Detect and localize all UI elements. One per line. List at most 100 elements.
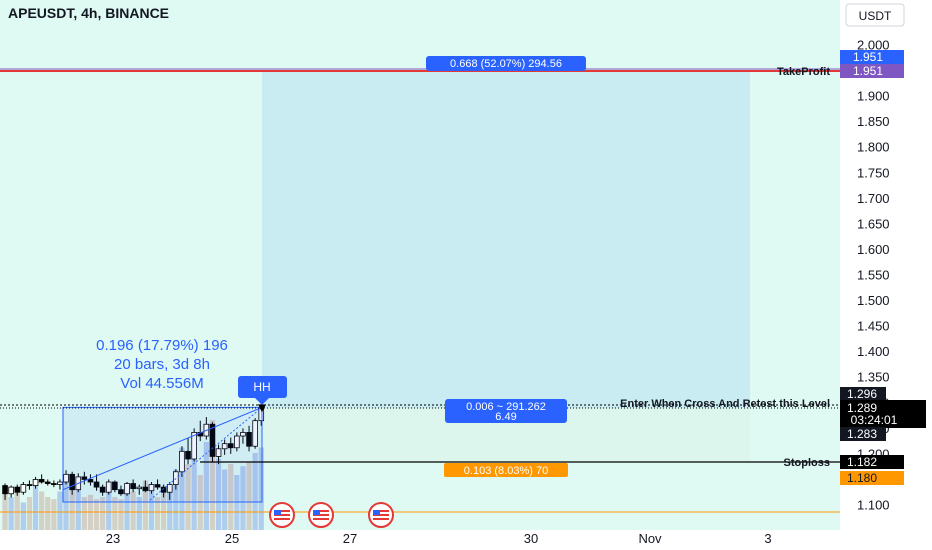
trend-line-dotted xyxy=(149,406,263,501)
candle-body xyxy=(2,485,8,495)
x-tick-label: 25 xyxy=(225,531,239,546)
candle-body xyxy=(44,481,51,484)
candle-body xyxy=(57,481,63,485)
candle-body xyxy=(148,484,155,492)
candle-body xyxy=(209,423,216,457)
x-tick-label: 3 xyxy=(764,531,771,546)
volume-bar xyxy=(45,497,51,530)
profit-zone[interactable] xyxy=(262,70,750,408)
candle-body xyxy=(118,489,124,495)
volume-bar xyxy=(32,480,39,530)
measure-box[interactable] xyxy=(62,406,263,503)
target-label-box[interactable] xyxy=(426,56,586,71)
volume-bar xyxy=(228,464,234,530)
measure-change-label: 0.196 (17.79%) 196 xyxy=(96,337,228,354)
candle-body xyxy=(246,432,252,447)
candle-body xyxy=(124,483,130,495)
volume-bar xyxy=(100,497,106,530)
y-tick-label: 1.500 xyxy=(857,293,890,308)
candle-body xyxy=(215,448,222,457)
stoploss-line-label: Stoploss xyxy=(784,457,830,469)
upper-price-tag: 1.296 xyxy=(847,387,877,401)
volume-bar xyxy=(124,486,130,530)
measure-bars-label: 20 bars, 3d 8h xyxy=(114,356,210,373)
candle-body xyxy=(112,481,118,491)
candle-body xyxy=(154,484,161,488)
y-tick-label: 1.550 xyxy=(857,268,890,283)
volume-bar xyxy=(2,486,8,530)
volume-bar xyxy=(136,497,142,530)
candle-body xyxy=(136,486,143,490)
volume-bar xyxy=(75,488,81,530)
candle-body xyxy=(185,450,191,460)
target-label: 0.668 (52.07%) 294.56 xyxy=(450,58,562,70)
event-flag-icon[interactable] xyxy=(269,502,295,528)
volume-bar xyxy=(8,497,14,530)
volume-bar xyxy=(154,497,161,530)
volume-bar xyxy=(26,497,33,530)
currency-button-box[interactable] xyxy=(845,3,905,27)
takeprofit-price-tag-2: 1.951 xyxy=(853,50,883,64)
stoploss-price-tag: 1.182 xyxy=(847,455,877,469)
volume-bar xyxy=(191,453,197,530)
candle-body xyxy=(8,486,14,495)
candle-body xyxy=(99,486,106,493)
entry-label-box[interactable] xyxy=(445,399,567,423)
candle-body xyxy=(227,443,234,449)
candle-body xyxy=(179,450,185,473)
volume-bar xyxy=(246,461,252,530)
candle-body xyxy=(93,481,100,488)
candle-body xyxy=(240,432,246,437)
volume-bar xyxy=(81,497,87,530)
volume-bar xyxy=(118,499,124,530)
upper-tag-bg xyxy=(840,387,886,401)
volume-bar xyxy=(57,491,63,530)
volume-bar xyxy=(20,502,26,530)
lower-tag-bg xyxy=(840,427,886,441)
countdown-tag: 03:24:01 xyxy=(851,413,898,427)
currency-button[interactable]: USDT xyxy=(859,9,892,23)
stop-label: 0.103 (8.03%) 70 xyxy=(464,465,548,477)
volume-bar xyxy=(209,420,216,530)
candle-body xyxy=(63,473,69,483)
chart-title: APEUSDT, 4h, BINANCE xyxy=(8,5,169,21)
volume-bar xyxy=(258,447,264,530)
candle-body xyxy=(234,435,240,449)
event-flag-icon[interactable] xyxy=(368,502,394,528)
stop-label-box[interactable] xyxy=(444,463,568,477)
volume-bar xyxy=(142,480,148,530)
volume-bar xyxy=(14,491,20,530)
volume-bar xyxy=(203,442,209,530)
candle-body xyxy=(166,484,173,493)
orange-tag-bg xyxy=(840,471,904,485)
candle-body xyxy=(160,486,167,493)
candle-body xyxy=(105,481,112,493)
measure-diagonal xyxy=(62,406,263,491)
hh-label: HH xyxy=(253,380,270,394)
y-tick-label: 1.800 xyxy=(857,140,890,155)
takeprofit-tag-bg-2 xyxy=(840,50,904,64)
volume-bar xyxy=(69,486,75,530)
volume-bar xyxy=(215,458,222,530)
candle-body xyxy=(26,484,33,486)
event-flag-icon[interactable] xyxy=(308,502,334,528)
volume-bar xyxy=(148,488,155,530)
y-tick-label: 1.400 xyxy=(857,344,890,359)
y-tick-label: 1.350 xyxy=(857,370,890,385)
candle-body xyxy=(87,479,94,483)
volume-bar xyxy=(93,499,100,530)
volume-bar xyxy=(173,469,179,530)
y-tick-label: 1.600 xyxy=(857,242,890,257)
candle-body xyxy=(32,479,39,486)
y-tick-label: 1.900 xyxy=(857,89,890,104)
volume-bar xyxy=(39,491,45,530)
volume-bar xyxy=(252,453,258,530)
x-tick-label: 23 xyxy=(106,531,120,546)
measure-volume-label: Vol 44.556M xyxy=(120,375,203,392)
takeprofit-price-tag: 1.951 xyxy=(853,64,883,78)
time-scale-background xyxy=(0,530,840,550)
hh-label-box[interactable] xyxy=(238,376,287,398)
volume-bar xyxy=(106,491,112,530)
volume-bar xyxy=(222,469,228,530)
